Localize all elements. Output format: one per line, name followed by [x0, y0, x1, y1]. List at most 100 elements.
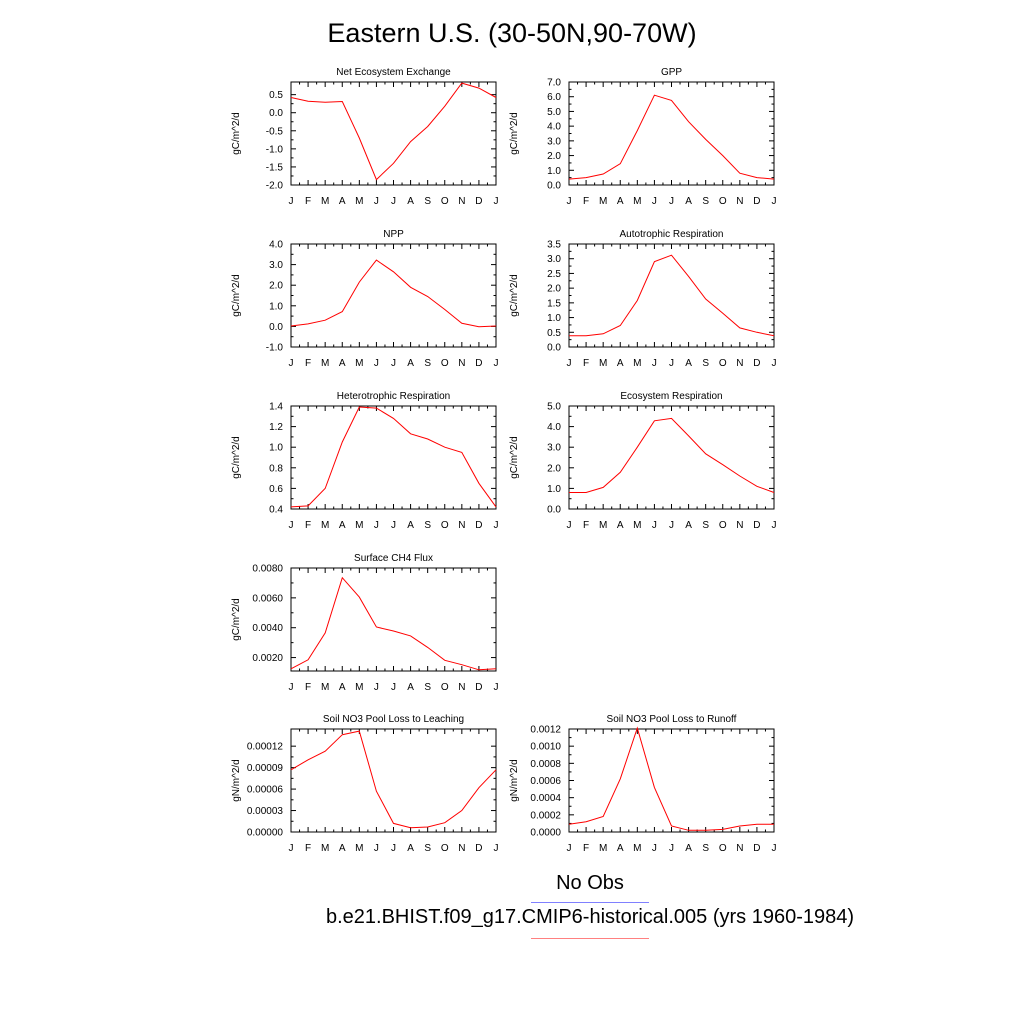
- legend-model-line: [531, 938, 649, 939]
- y-axis-label: gC/m^2/d: [509, 112, 520, 155]
- x-tick-label: J: [772, 358, 777, 369]
- y-tick-label: 1.0: [269, 443, 283, 454]
- x-tick-label: M: [355, 682, 363, 693]
- panel-frame: [568, 243, 775, 348]
- y-tick-label: 0.00012: [247, 742, 284, 753]
- x-tick-label: F: [583, 196, 589, 207]
- x-tick-label: J: [567, 843, 572, 854]
- y-tick-label: 0.0: [269, 322, 283, 333]
- x-tick-label: S: [424, 196, 431, 207]
- y-tick-label: 3.5: [547, 240, 561, 251]
- series-line: [568, 94, 775, 180]
- y-tick-label: 1.0: [547, 484, 561, 495]
- x-tick-label: O: [719, 196, 727, 207]
- y-tick-label: 1.4: [269, 402, 283, 413]
- series-line: [290, 576, 497, 671]
- x-tick-label: A: [685, 843, 692, 854]
- panel-frame: [568, 405, 775, 510]
- x-tick-label: S: [424, 520, 431, 531]
- x-tick-label: D: [753, 358, 760, 369]
- x-tick-label: A: [685, 520, 692, 531]
- y-tick-label: 1.0: [547, 313, 561, 324]
- x-tick-label: F: [305, 843, 311, 854]
- x-tick-label: J: [669, 196, 674, 207]
- y-tick-label: 0.0040: [252, 623, 283, 634]
- y-tick-label: 0.0060: [252, 593, 283, 604]
- series-line: [569, 417, 775, 493]
- y-tick-label: 4.0: [547, 422, 561, 433]
- x-tick-label: J: [391, 843, 396, 854]
- x-tick-label: J: [374, 843, 379, 854]
- panel-frame: [568, 81, 775, 186]
- y-tick-label: 0.0080: [252, 564, 283, 575]
- y-tick-label: 1.5: [547, 298, 561, 309]
- x-tick-label: M: [599, 520, 607, 531]
- x-tick-label: A: [685, 196, 692, 207]
- x-tick-label: A: [407, 520, 414, 531]
- panel-frame: [290, 243, 497, 348]
- y-tick-label: 0.00006: [247, 785, 284, 796]
- x-tick-label: M: [633, 358, 641, 369]
- x-tick-label: J: [289, 358, 294, 369]
- x-tick-label: D: [475, 196, 482, 207]
- x-tick-label: J: [374, 196, 379, 207]
- y-tick-label: 1.0: [547, 166, 561, 177]
- y-tick-label: 0.0000: [530, 828, 561, 839]
- x-tick-label: J: [391, 196, 396, 207]
- panel-frame: [290, 728, 497, 833]
- x-tick-label: O: [441, 520, 449, 531]
- x-tick-label: J: [289, 196, 294, 207]
- panel-title: Soil NO3 Pool Loss to Leaching: [323, 714, 464, 725]
- y-tick-label: -1.0: [266, 144, 284, 155]
- x-tick-label: M: [355, 843, 363, 854]
- legend-model-label: b.e21.BHIST.f09_g17.CMIP6-historical.005…: [325, 906, 855, 928]
- y-axis-label: gC/m^2/d: [509, 436, 520, 479]
- x-tick-label: M: [599, 843, 607, 854]
- x-tick-label: S: [424, 358, 431, 369]
- y-tick-label: 0.0: [547, 505, 561, 516]
- x-tick-label: J: [652, 358, 657, 369]
- y-tick-label: 3.0: [547, 254, 561, 265]
- x-tick-label: D: [475, 520, 482, 531]
- y-tick-label: 0.6: [269, 484, 283, 495]
- x-tick-label: A: [617, 358, 624, 369]
- x-tick-label: S: [424, 682, 431, 693]
- x-tick-label: A: [339, 358, 346, 369]
- y-tick-label: 1.0: [269, 301, 283, 312]
- x-tick-label: J: [772, 843, 777, 854]
- y-tick-label: 0.0008: [530, 759, 561, 770]
- x-tick-label: A: [617, 196, 624, 207]
- y-tick-label: 5.0: [547, 107, 561, 118]
- x-tick-label: F: [583, 843, 589, 854]
- panel-title: Heterotrophic Respiration: [337, 391, 450, 402]
- x-tick-label: J: [772, 520, 777, 531]
- y-tick-label: 0.0002: [530, 810, 561, 821]
- y-tick-label: 0.8: [269, 463, 283, 474]
- x-tick-label: J: [374, 520, 379, 531]
- y-tick-label: 0.00000: [247, 828, 284, 839]
- x-tick-label: J: [652, 520, 657, 531]
- x-tick-label: M: [599, 196, 607, 207]
- x-tick-label: F: [305, 358, 311, 369]
- x-tick-label: F: [305, 682, 311, 693]
- y-tick-label: 0.0: [269, 108, 283, 119]
- x-tick-label: J: [494, 358, 499, 369]
- panel-frame: [290, 405, 497, 510]
- x-tick-label: D: [475, 358, 482, 369]
- main-title: Eastern U.S. (30-50N,90-70W): [327, 18, 697, 48]
- series-line: [569, 254, 775, 337]
- x-tick-label: M: [633, 520, 641, 531]
- x-tick-label: M: [321, 358, 329, 369]
- series-line: [290, 259, 497, 328]
- x-tick-label: S: [702, 358, 709, 369]
- x-tick-label: J: [289, 682, 294, 693]
- x-tick-label: J: [669, 520, 674, 531]
- y-tick-label: 0.0004: [530, 793, 561, 804]
- x-tick-label: J: [374, 358, 379, 369]
- x-tick-label: J: [567, 520, 572, 531]
